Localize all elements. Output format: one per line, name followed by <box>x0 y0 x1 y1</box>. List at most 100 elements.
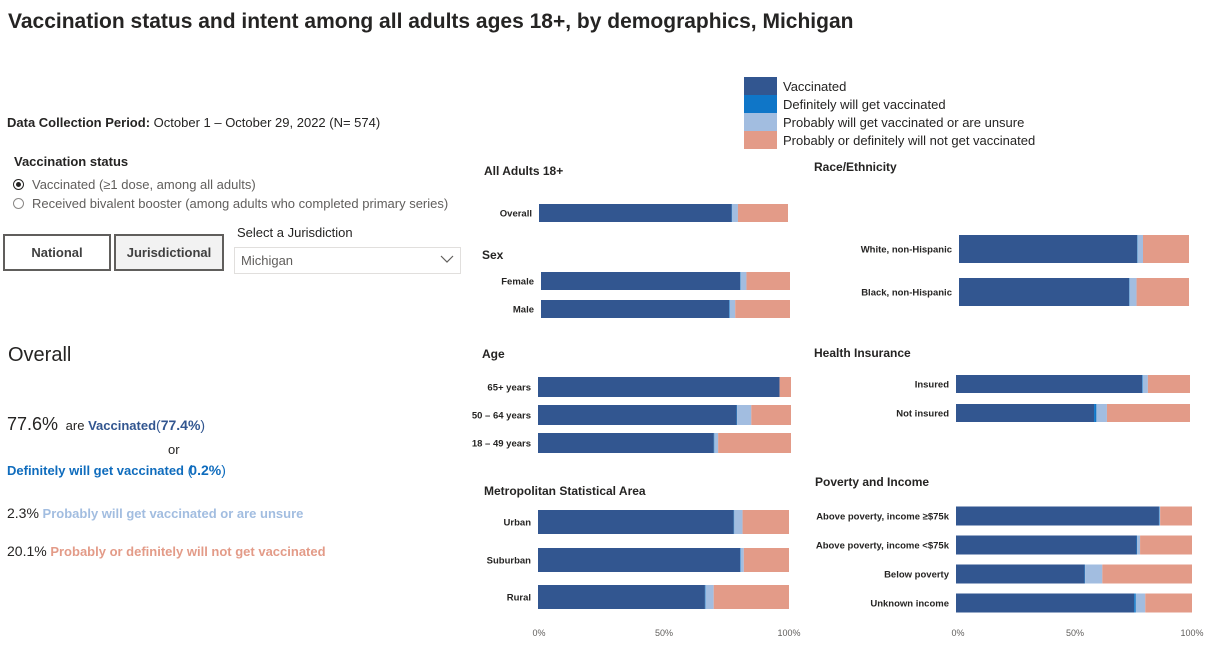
probably-segment[interactable] <box>1085 564 1103 584</box>
legend-probably: Probably will get vaccinated or are unsu… <box>744 113 1024 131</box>
not-label: Probably or definitely will not get vacc… <box>50 544 326 559</box>
definitely-segment[interactable] <box>736 405 738 425</box>
vaccinated-segment[interactable] <box>956 564 1085 584</box>
radio-unselected-icon[interactable] <box>13 198 24 209</box>
radio-vaccinated[interactable]: Vaccinated (≥1 dose, among all adults) <box>13 177 256 192</box>
vaccinated-segment[interactable] <box>956 404 1095 422</box>
not-vaccinated-segment[interactable] <box>718 433 791 453</box>
not-vaccinated-segment[interactable] <box>779 377 791 397</box>
category-label: Above poverty, income ≥$75k <box>816 512 950 523</box>
vaccinated-segment[interactable] <box>538 548 741 572</box>
jurisdictional-button[interactable]: Jurisdictional <box>114 234 224 271</box>
vaccinated-segment[interactable] <box>538 377 780 397</box>
radio-bivalent-booster[interactable]: Received bivalent booster (among adults … <box>13 196 448 211</box>
vaccinated-segment[interactable] <box>956 506 1159 526</box>
probably-segment[interactable] <box>1137 535 1141 555</box>
probably-segment[interactable] <box>1129 278 1137 306</box>
vaccinated-segment[interactable] <box>541 272 741 290</box>
not-vaccinated-segment[interactable] <box>751 405 791 425</box>
legend-vaccinated: Vaccinated <box>744 77 846 95</box>
vaccinated-segment[interactable] <box>959 235 1138 263</box>
overall-probably-stat: 2.3% Probably will get vaccinated or are… <box>7 505 303 521</box>
category-label: Insured <box>915 380 950 391</box>
not-vaccinated-segment[interactable] <box>713 585 789 609</box>
not-vaccinated-segment[interactable] <box>1102 564 1192 584</box>
not-vaccinated-segment[interactable] <box>1140 535 1192 555</box>
overall-definitely-stat: Definitely will get vaccinated (0.2%) <box>7 462 226 478</box>
probably-segment[interactable] <box>734 510 743 534</box>
definitely-segment[interactable] <box>740 548 741 572</box>
probably-segment[interactable] <box>1142 375 1148 393</box>
probably-segment[interactable] <box>737 405 752 425</box>
vaccinated-segment[interactable] <box>956 593 1135 613</box>
definitely-segment[interactable] <box>1094 404 1097 422</box>
chart-title: Sex <box>482 248 504 262</box>
probably-segment[interactable] <box>740 272 747 290</box>
overall-vaccinated-stat: 77.6% are Vaccinated(77.4%) <box>7 414 206 434</box>
vaccinated-segment[interactable] <box>956 535 1137 555</box>
vaccinated-segment[interactable] <box>538 433 714 453</box>
radio-bivalent-label: Received bivalent booster (among adults … <box>32 196 449 211</box>
definitely-label: Definitely will get vaccinated <box>7 463 184 478</box>
axis-tick-label: 100% <box>1180 628 1203 638</box>
probably-segment[interactable] <box>740 548 744 572</box>
not-vaccinated-segment[interactable] <box>735 300 790 318</box>
not-vaccinated-segment[interactable] <box>1147 375 1190 393</box>
probably-segment[interactable] <box>729 300 736 318</box>
legend-label: Vaccinated <box>783 78 847 94</box>
data-collection-period: Data Collection Period: October 1 – Octo… <box>7 115 380 130</box>
axis-tick-label: 50% <box>655 628 673 638</box>
category-label: Urban <box>504 518 532 529</box>
not-vaccinated-segment[interactable] <box>746 272 790 290</box>
probably-segment[interactable] <box>714 433 719 453</box>
not-vaccinated-segment[interactable] <box>1160 506 1192 526</box>
probably-segment[interactable] <box>1137 235 1143 263</box>
vaccinated-segment[interactable] <box>959 278 1130 306</box>
probably-segment[interactable] <box>1135 593 1146 613</box>
not-vaccinated-segment[interactable] <box>1136 278 1189 306</box>
probably-segment[interactable] <box>1159 506 1161 526</box>
vaccinated-segment[interactable] <box>541 300 729 318</box>
category-label: Overall <box>500 209 532 220</box>
vaccinated-segment[interactable] <box>538 585 705 609</box>
category-label: 50 – 64 years <box>472 411 531 422</box>
vaccination-status-label: Vaccination status <box>14 154 129 169</box>
vaccinated-segment[interactable] <box>538 405 737 425</box>
chart-title: Health Insurance <box>814 346 911 360</box>
radio-selected-icon[interactable] <box>13 179 24 190</box>
definitely-segment[interactable] <box>733 510 735 534</box>
not-vaccinated-segment[interactable] <box>737 204 788 222</box>
not-vaccinated-segment[interactable] <box>1145 593 1192 613</box>
vaccinated-segment[interactable] <box>956 375 1143 393</box>
axis-tick-label: 0% <box>951 628 964 638</box>
probably-segment[interactable] <box>732 204 738 222</box>
chevron-down-icon[interactable] <box>440 252 454 266</box>
or-text: or <box>168 442 180 457</box>
page-title: Vaccination status and intent among all … <box>8 10 854 33</box>
not-vaccinated-segment[interactable] <box>1143 235 1189 263</box>
legend-label: Probably or definitely will not get vacc… <box>783 132 1036 148</box>
overall-heading: Overall <box>8 344 72 366</box>
vacc-total-value: 77.6% <box>7 414 59 434</box>
national-button[interactable]: National <box>3 234 111 271</box>
definitely-segment[interactable] <box>713 433 715 453</box>
jurisdiction-dropdown[interactable]: Michigan <box>234 247 461 274</box>
not-vaccinated-segment[interactable] <box>742 510 789 534</box>
axis-tick-label: 50% <box>1066 628 1084 638</box>
vaccinated-segment[interactable] <box>539 204 732 222</box>
not-vaccinated-segment[interactable] <box>743 548 789 572</box>
legend-swatch <box>744 95 777 113</box>
definitely-segment[interactable] <box>704 585 706 609</box>
vaccinated-segment[interactable] <box>538 510 734 534</box>
not-vaccinated-segment[interactable] <box>1106 404 1190 422</box>
category-label: Rural <box>507 593 531 604</box>
definitely-segment[interactable] <box>1134 593 1136 613</box>
probably-segment[interactable] <box>1096 404 1107 422</box>
not-value: 20.1% <box>7 543 47 559</box>
chart-title: Poverty and Income <box>815 475 929 489</box>
jurisdiction-value: Michigan <box>241 253 294 268</box>
legend-swatch <box>744 113 777 131</box>
probably-segment[interactable] <box>705 585 714 609</box>
category-label: 18 – 49 years <box>472 439 531 450</box>
